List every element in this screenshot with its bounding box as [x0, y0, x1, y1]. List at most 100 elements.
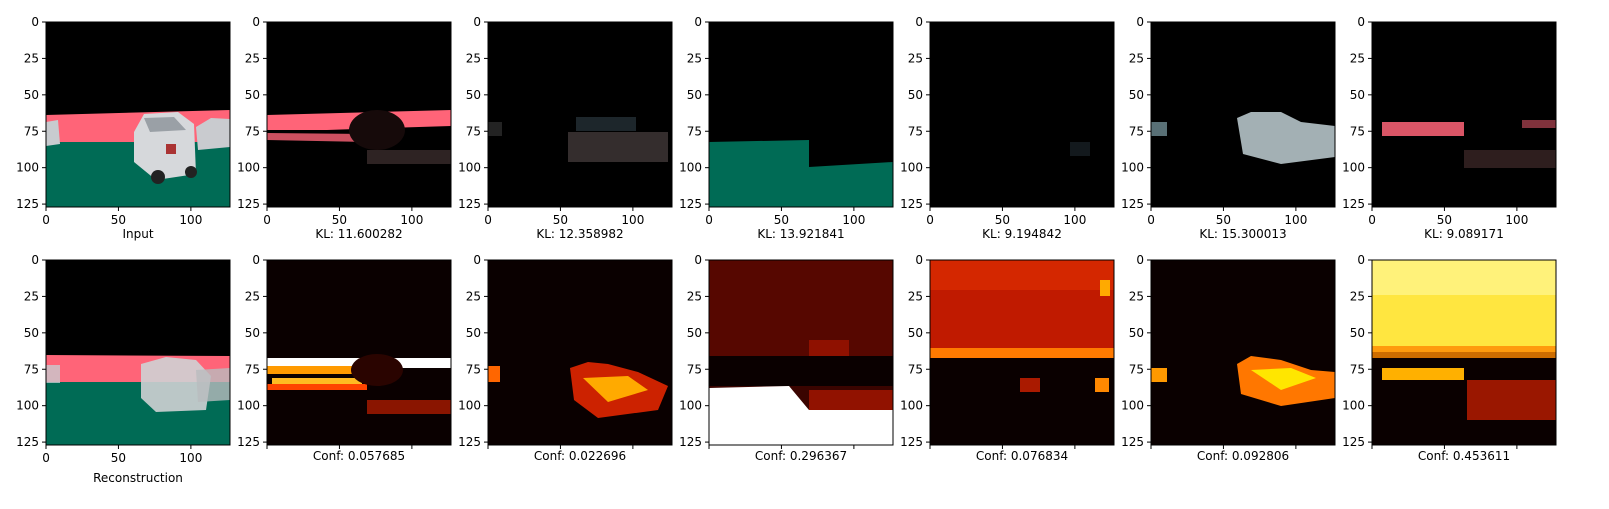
kl-6-axes: 0 50 100 0 25 50 75 100 125 — [1342, 15, 1557, 227]
y-tick-label: 125 — [458, 197, 481, 211]
y-tick-label: 0 — [694, 253, 702, 267]
y-tick-label: 25 — [687, 289, 702, 303]
y-tick-label: 0 — [252, 253, 260, 267]
y-tick-label: 25 — [24, 289, 39, 303]
y-tick-label: 75 — [1350, 124, 1365, 138]
y-tick-label: 125 — [458, 435, 481, 449]
kl-2-axes: 0 50 100 0 25 50 75 100 125 — [458, 15, 673, 227]
caption-conf-6: Conf: 0.453611 — [1417, 449, 1511, 463]
y-tick-label: 50 — [1129, 326, 1144, 340]
conf-6-axes: 0 25 50 75 100 125 — [1342, 253, 1557, 449]
y-tick-label: 25 — [466, 289, 481, 303]
caption-kl-5: KL: 15.300013 — [1199, 227, 1287, 241]
y-tick-label: 50 — [466, 88, 481, 102]
y-tick-label: 100 — [1121, 399, 1144, 413]
y-tick-label: 75 — [687, 124, 702, 138]
y-tick-label: 75 — [908, 124, 923, 138]
y-tick-label: 75 — [1350, 362, 1365, 376]
input-image-axes: 0 50 100 0 25 50 75 100 125 — [16, 15, 231, 227]
y-tick-label: 100 — [237, 161, 260, 175]
y-tick-label: 25 — [245, 289, 260, 303]
conf-5-axes: 0 25 50 75 100 125 — [1121, 253, 1336, 449]
panel-conf-2: 0 25 50 75 100 125 — [442, 238, 682, 488]
y-tick-label: 50 — [245, 88, 260, 102]
conf-4-axes: 0 25 50 75 100 125 — [900, 253, 1115, 449]
y-tick-label: 50 — [1350, 326, 1365, 340]
panel-kl-5: 0 50 100 0 25 50 75 100 125 — [1105, 0, 1345, 250]
y-tick-label: 100 — [679, 399, 702, 413]
x-tick-label: 0 — [926, 213, 934, 227]
kl-3-axes: 0 50 100 0 25 50 75 100 125 — [679, 15, 894, 227]
x-tick-label: 0 — [1147, 213, 1155, 227]
y-tick-label: 0 — [915, 253, 923, 267]
x-tick-label: 0 — [484, 213, 492, 227]
caption-reconstruction: Reconstruction — [93, 471, 183, 485]
y-tick-label: 25 — [908, 51, 923, 65]
y-tick-label: 75 — [245, 124, 260, 138]
panel-conf-3: 0 25 50 75 100 125 — [663, 238, 903, 488]
y-tick-label: 125 — [900, 197, 923, 211]
y-tick-label: 50 — [466, 326, 481, 340]
y-tick-label: 75 — [466, 362, 481, 376]
y-tick-label: 50 — [908, 326, 923, 340]
x-tick-label: 50 — [774, 213, 789, 227]
panel-kl-1: 0 50 100 0 25 50 75 100 125 — [221, 0, 461, 250]
panel-kl-4: 0 50 100 0 25 50 75 100 125 — [884, 0, 1124, 250]
caption-kl-6: KL: 9.089171 — [1424, 227, 1504, 241]
y-tick-label: 100 — [458, 399, 481, 413]
x-tick-label: 100 — [1505, 213, 1528, 227]
x-tick-label: 0 — [42, 451, 50, 465]
x-tick-label: 50 — [111, 451, 126, 465]
panel-kl-6: 0 50 100 0 25 50 75 100 125 — [1326, 0, 1566, 250]
y-tick-label: 100 — [237, 399, 260, 413]
y-tick-label: 0 — [473, 253, 481, 267]
y-tick-label: 75 — [24, 124, 39, 138]
y-tick-label: 125 — [1342, 197, 1365, 211]
y-tick-label: 0 — [1357, 253, 1365, 267]
x-tick-label: 100 — [179, 451, 202, 465]
y-tick-label: 50 — [1129, 88, 1144, 102]
y-tick-label: 125 — [900, 435, 923, 449]
y-tick-label: 100 — [1342, 161, 1365, 175]
y-tick-label: 25 — [245, 51, 260, 65]
x-tick-label: 0 — [42, 213, 50, 227]
caption-kl-1: KL: 11.600282 — [315, 227, 403, 241]
y-tick-label: 100 — [458, 161, 481, 175]
y-tick-label: 0 — [31, 15, 39, 29]
panel-conf-5: 0 25 50 75 100 125 — [1105, 238, 1345, 488]
x-tick-label: 0 — [705, 213, 713, 227]
x-tick-label: 50 — [332, 213, 347, 227]
y-tick-label: 125 — [1121, 435, 1144, 449]
y-tick-label: 0 — [1136, 253, 1144, 267]
conf-3-axes: 0 25 50 75 100 125 — [679, 253, 894, 449]
panel-input: 0 50 100 0 25 50 75 100 125 — [0, 0, 240, 250]
y-tick-label: 100 — [679, 161, 702, 175]
panel-conf-6: 0 25 50 75 100 125 — [1326, 238, 1566, 488]
y-tick-label: 75 — [245, 362, 260, 376]
x-tick-label: 50 — [995, 213, 1010, 227]
y-tick-label: 0 — [694, 15, 702, 29]
caption-conf-1: Conf: 0.057685 — [312, 449, 406, 463]
x-tick-label: 0 — [1368, 213, 1376, 227]
y-tick-label: 50 — [1350, 88, 1365, 102]
x-tick-label: 100 — [1284, 213, 1307, 227]
panel-kl-3: 0 50 100 0 25 50 75 100 125 — [663, 0, 903, 250]
kl-5-axes: 0 50 100 0 25 50 75 100 125 — [1121, 15, 1336, 227]
y-tick-label: 25 — [466, 51, 481, 65]
reconstruction-axes: 0 50 100 0 25 50 75 100 125 — [16, 253, 231, 465]
y-tick-label: 25 — [1350, 289, 1365, 303]
y-tick-label: 125 — [16, 435, 39, 449]
x-tick-label: 50 — [1216, 213, 1231, 227]
y-tick-label: 50 — [24, 88, 39, 102]
x-tick-label: 50 — [553, 213, 568, 227]
caption-conf-3: Conf: 0.296367 — [754, 449, 848, 463]
y-tick-label: 125 — [1342, 435, 1365, 449]
y-tick-label: 100 — [1342, 399, 1365, 413]
x-tick-label: 50 — [1437, 213, 1452, 227]
caption-conf-2: Conf: 0.022696 — [533, 449, 627, 463]
y-tick-label: 25 — [1129, 289, 1144, 303]
x-tick-label: 100 — [400, 213, 423, 227]
conf-2-axes: 0 25 50 75 100 125 — [458, 253, 673, 449]
x-tick-label: 100 — [179, 213, 202, 227]
caption-conf-5: Conf: 0.092806 — [1196, 449, 1290, 463]
